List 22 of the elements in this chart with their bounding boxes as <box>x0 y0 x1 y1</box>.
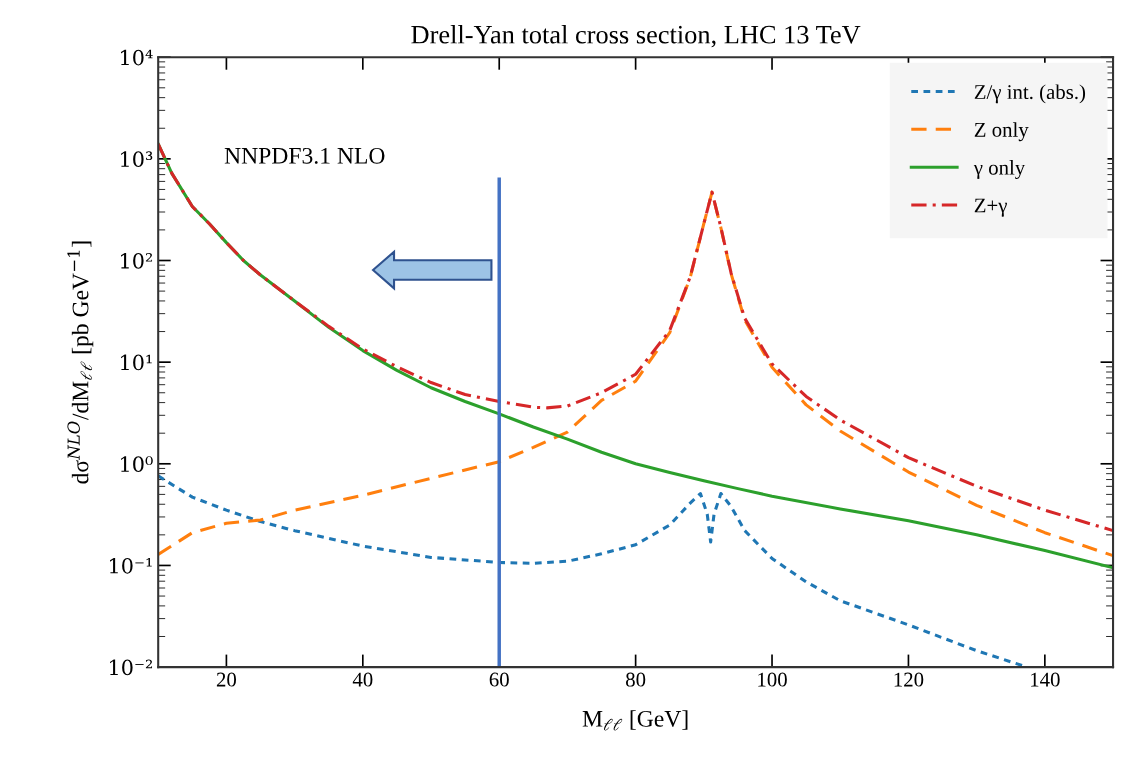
y-axis-title: dσ$^{NLO}$/dM$_{ℓℓ}$ [pb GeV$^{−1}$] <box>67 241 94 484</box>
x-tick-label: 40 <box>352 672 373 687</box>
x-tick-label: 80 <box>626 672 646 687</box>
annotation: NNPDF3.1 NLO <box>224 147 385 164</box>
x-tick-label: 20 <box>216 672 237 687</box>
y-tick-label: 10⁻² <box>110 659 153 676</box>
x-tick-label: 100 <box>758 672 787 687</box>
legend-label: Z only <box>974 122 1029 142</box>
y-tick-label: 10⁻¹ <box>110 557 152 574</box>
y-tick-label: 10⁰ <box>121 456 153 473</box>
x-tick-label: 120 <box>894 672 924 687</box>
x-tick-label: 60 <box>489 672 509 687</box>
chart-title: Drell-Yan total cross section, LHC 13 TeV <box>411 25 861 48</box>
y-tick-label: 10⁴ <box>121 49 153 66</box>
y-tick-label: 10¹ <box>121 354 152 371</box>
y-tick-label: 10³ <box>121 151 153 168</box>
x-axis-title: M$_{ℓℓ}$ [GeV] <box>582 710 688 731</box>
legend-label: Z+γ <box>974 198 1007 217</box>
y-tick-label: 10² <box>121 252 153 269</box>
legend-label: γ only <box>973 160 1026 179</box>
x-tick-label: 140 <box>1031 672 1060 687</box>
legend-label: Z/γ int. (abs.) <box>974 84 1086 104</box>
